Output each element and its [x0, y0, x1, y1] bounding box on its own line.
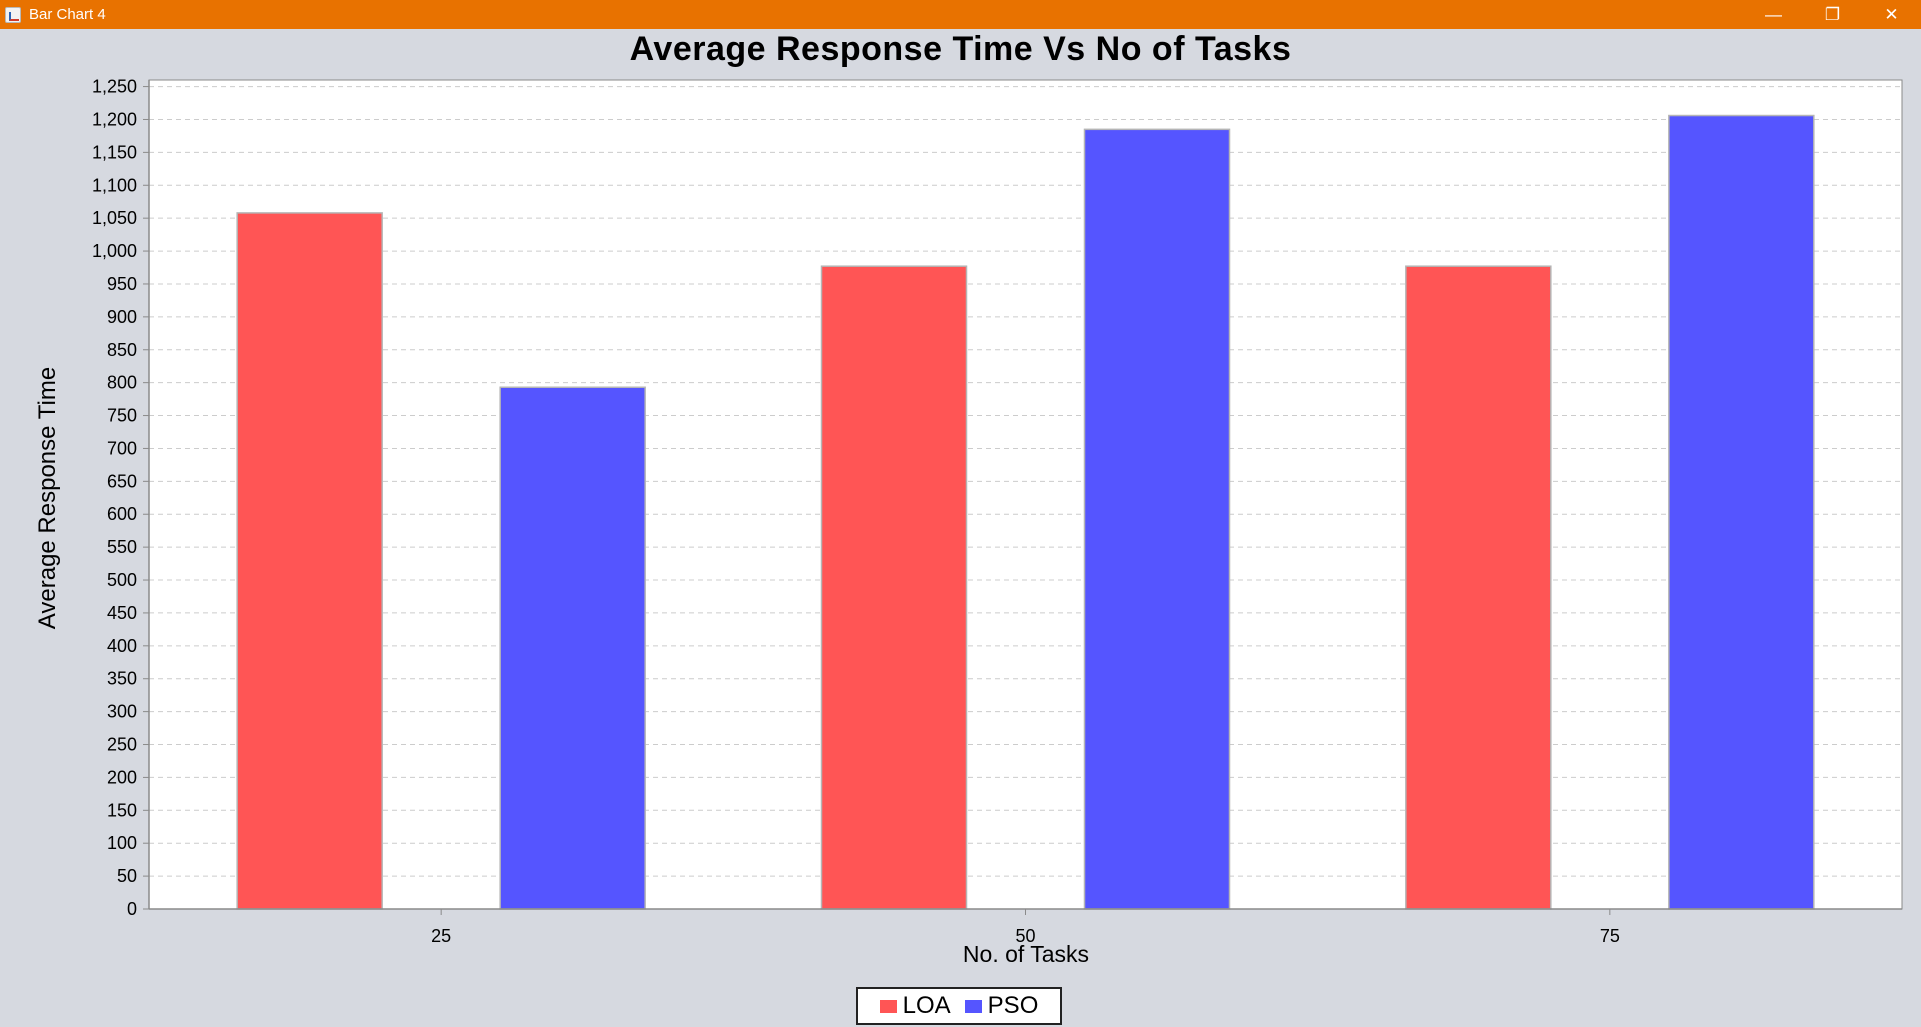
maximize-button[interactable]: ❐ — [1824, 4, 1841, 24]
bar-loa-25 — [236, 212, 383, 910]
chart-title: Average Response Time Vs No of Tasks — [629, 30, 1292, 68]
y-tick-label: 350 — [107, 669, 137, 689]
y-tick-label: 300 — [107, 702, 137, 722]
legend-item-loa: LOA — [879, 992, 951, 1020]
java-app-icon — [5, 6, 21, 23]
y-tick-label: 1,100 — [92, 175, 137, 195]
legend-item-pso: PSO — [964, 992, 1039, 1020]
bar-loa-75 — [1405, 265, 1552, 910]
y-tick-label: 200 — [107, 767, 137, 787]
legend-label-pso: PSO — [987, 992, 1039, 1019]
x-axis-label: No. of Tasks — [962, 941, 1090, 967]
y-axis-ticks: 0 50 100 150 200 250 300 350 400 450 500 550 600 650 7… — [92, 77, 149, 919]
y-tick-label: 450 — [107, 603, 137, 623]
y-tick-label: 50 — [117, 866, 137, 886]
y-tick-label: 1,250 — [92, 77, 137, 97]
y-tick-label: 150 — [107, 800, 137, 820]
chart-legend: LOA PSO — [856, 987, 1062, 1025]
y-tick-label: 850 — [107, 340, 137, 360]
y-axis-label: Average Response Time — [34, 366, 61, 630]
y-tick-label: 650 — [107, 471, 137, 491]
y-tick-label: 1,150 — [92, 142, 137, 162]
bar-loa-50 — [820, 265, 968, 910]
y-tick-label: 250 — [107, 735, 137, 755]
y-tick-label: 1,200 — [92, 109, 137, 129]
legend-swatch-loa — [879, 999, 897, 1013]
y-tick-label: 950 — [107, 274, 137, 294]
y-tick-label: 1,050 — [92, 208, 137, 228]
bars — [236, 114, 1815, 910]
y-tick-label: 1,000 — [92, 241, 137, 261]
y-tick-label: 550 — [107, 537, 137, 557]
bar-pso-75 — [1668, 114, 1815, 910]
window-titlebar: Bar Chart 4 — ❐ ✕ — [0, 0, 1921, 29]
y-tick-label: 800 — [107, 373, 137, 393]
y-tick-label: 750 — [107, 406, 137, 426]
minimize-button[interactable]: — — [1765, 4, 1782, 24]
bar-pso-50 — [1083, 128, 1231, 910]
grid-lines — [149, 86, 1902, 877]
close-button[interactable]: ✕ — [1884, 4, 1899, 24]
legend-label-loa: LOA — [902, 992, 951, 1019]
plot-area — [148, 79, 1903, 910]
window-controls: — ❐ ✕ — [1744, 0, 1921, 29]
y-tick-label: 600 — [107, 504, 137, 524]
x-axis-ticks: 25 50 75 — [431, 909, 1620, 946]
x-tick-label: 75 — [1600, 926, 1620, 946]
x-tick-label: 25 — [431, 926, 451, 946]
y-tick-label: 0 — [127, 899, 137, 919]
y-tick-label: 500 — [107, 570, 137, 590]
legend-swatch-pso — [964, 999, 982, 1013]
y-tick-label: 700 — [107, 438, 137, 458]
x-tick-label: 50 — [1015, 926, 1035, 946]
window-title: Bar Chart 4 — [29, 6, 106, 23]
y-tick-label: 400 — [107, 636, 137, 656]
bar-pso-25 — [499, 386, 646, 910]
y-tick-label: 100 — [107, 833, 137, 853]
y-tick-label: 900 — [107, 307, 137, 327]
